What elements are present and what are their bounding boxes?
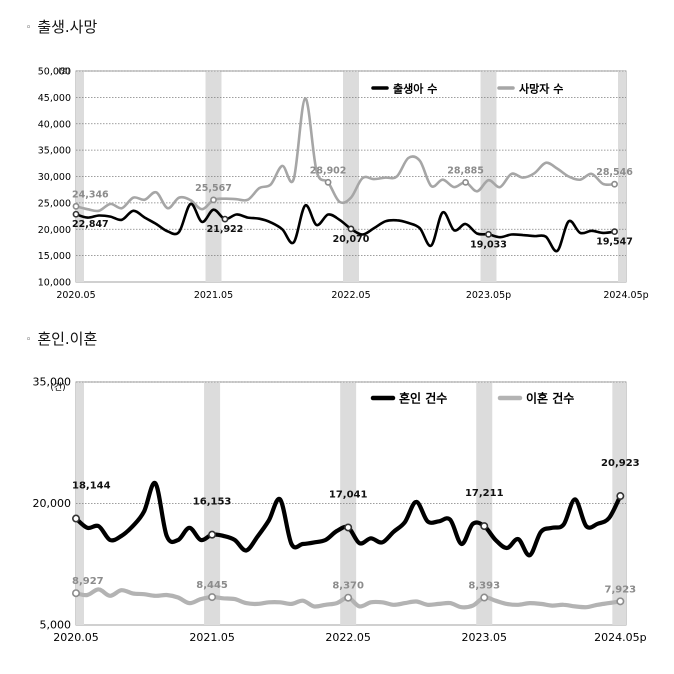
- legend-label: 혼인 건수: [399, 391, 447, 406]
- data-point-marker: [480, 522, 489, 531]
- data-point-marker: [462, 178, 469, 186]
- y-tick-label: 25,000: [38, 198, 71, 209]
- x-tick-label: 2022.05: [325, 631, 371, 644]
- y-tick-label: 5,000: [40, 619, 72, 632]
- x-tick-label: 2023.05: [461, 631, 507, 644]
- data-label: 18,144: [72, 481, 111, 492]
- x-tick-label: 2020.05: [56, 290, 95, 300]
- data-label: 19,033: [470, 239, 507, 250]
- data-point-marker: [221, 215, 229, 223]
- y-tick-label: 35,000: [38, 146, 71, 157]
- legend-label: 출생아 수: [393, 82, 437, 96]
- data-label: 28,885: [447, 165, 484, 176]
- section-title-marriage-divorce: ◦ 혼인.이혼: [26, 328, 97, 349]
- y-tick-label: 45,000: [38, 93, 71, 104]
- bullet-icon: ◦: [26, 23, 32, 33]
- data-label: 8,393: [468, 581, 500, 592]
- x-tick-label: 2021.05: [194, 290, 233, 300]
- y-unit-label: (건): [50, 382, 65, 393]
- data-point-marker: [616, 492, 625, 501]
- y-unit-label: (명): [58, 66, 70, 75]
- legend-label: 사망자 수: [519, 82, 563, 96]
- data-label: 8,445: [196, 580, 228, 591]
- data-point-marker: [480, 593, 489, 602]
- data-label: 24,346: [72, 189, 109, 200]
- data-point-marker: [344, 523, 353, 532]
- legend-label: 이혼 건수: [526, 391, 574, 406]
- data-label: 19,547: [596, 237, 633, 248]
- data-point-marker: [611, 180, 618, 188]
- y-tick-label: 15,000: [38, 251, 71, 262]
- data-label: 16,153: [193, 497, 232, 508]
- data-point-marker: [347, 225, 355, 233]
- data-label: 7,923: [605, 584, 637, 595]
- y-tick-label: 40,000: [38, 119, 71, 130]
- data-label: 28,902: [310, 165, 347, 176]
- data-label: 8,370: [332, 581, 364, 592]
- data-label: 17,211: [465, 488, 504, 499]
- data-point-marker: [72, 202, 80, 210]
- data-point-marker: [208, 593, 217, 602]
- data-point-marker: [72, 514, 81, 523]
- data-point-marker: [485, 230, 492, 238]
- section-title-birth-death: ◦ 출생.사망: [26, 16, 97, 37]
- y-tick-label: 20,000: [38, 225, 71, 236]
- data-label: 21,922: [207, 224, 244, 235]
- section-title-text: 출생.사망: [37, 18, 98, 36]
- x-tick-label: 2024.05p: [594, 631, 646, 644]
- birth-death-chart: 10,000 15,000 20,000 25,000 30,000 35,000 40,0…: [38, 66, 649, 300]
- data-point-marker: [616, 597, 625, 606]
- series-line-secondary: [74, 97, 616, 213]
- data-label: 25,567: [195, 183, 232, 194]
- data-point-marker: [344, 593, 353, 602]
- y-tick-label: 30,000: [38, 172, 71, 183]
- data-label: 20,923: [601, 458, 640, 469]
- bullet-icon: ◦: [26, 335, 32, 345]
- data-point-marker: [208, 530, 217, 539]
- data-label: 28,546: [596, 167, 633, 178]
- x-tick-label: 2024.05p: [603, 290, 648, 300]
- x-tick-label: 2021.05: [189, 631, 235, 644]
- y-tick-label: 20,000: [33, 497, 72, 510]
- x-tick-label: 2020.05: [53, 631, 99, 644]
- section-title-text: 혼인.이혼: [37, 330, 98, 348]
- data-label: 17,041: [329, 489, 368, 500]
- data-point-marker: [72, 210, 80, 218]
- data-label: 8,927: [72, 576, 104, 587]
- x-tick-label: 2023.05p: [466, 290, 511, 300]
- shaded-band: [340, 382, 357, 625]
- data-point-marker: [72, 589, 81, 598]
- data-label: 22,847: [72, 219, 109, 230]
- data-point-marker: [210, 196, 217, 204]
- y-tick-label: 35,000: [33, 376, 72, 389]
- data-point-marker: [611, 228, 618, 236]
- x-tick-label: 2022.05: [331, 290, 370, 300]
- series-line-primary: [74, 202, 616, 253]
- data-label: 20,070: [333, 234, 370, 245]
- data-point-marker: [324, 178, 332, 186]
- y-tick-label: 10,000: [38, 278, 71, 289]
- y-tick-label: 50,000: [38, 67, 71, 78]
